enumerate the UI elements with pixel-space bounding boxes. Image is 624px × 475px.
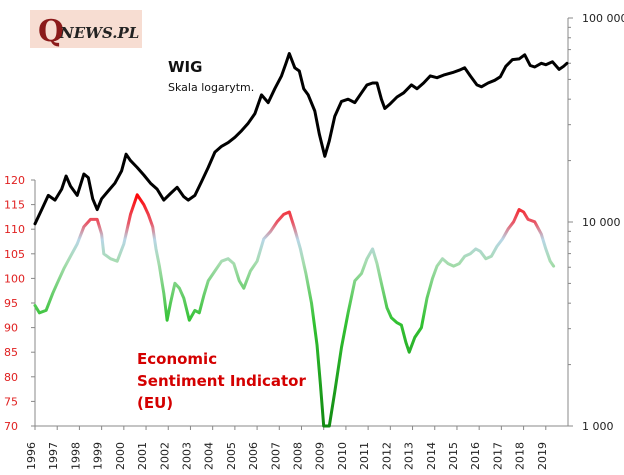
esi-label-line-1: Economic	[137, 350, 217, 368]
x-tick-label: 1996	[25, 442, 38, 470]
x-tick-label: 2005	[225, 442, 238, 470]
left-tick-label: 90	[4, 322, 18, 335]
x-tick-label: 2011	[358, 442, 371, 470]
x-tick-label: 2016	[469, 442, 482, 470]
left-tick-label: 105	[4, 248, 25, 261]
wig-title: WIG	[168, 58, 202, 76]
esi-label-line-3: (EU)	[137, 394, 173, 412]
left-tick-label: 120	[4, 174, 25, 187]
logo-q: Q	[38, 14, 64, 49]
right-axis: 100 000 10 000 1 000	[568, 12, 624, 433]
left-tick-label: 80	[4, 371, 18, 384]
left-tick-label: 95	[4, 297, 18, 310]
esi-label-line-2: Sentiment Indicator	[137, 372, 306, 390]
right-tick-label: 100 000	[582, 12, 624, 25]
x-tick-label: 2019	[536, 442, 549, 470]
x-tick-label: 2017	[491, 442, 504, 470]
x-tick-label: 2007	[269, 442, 282, 470]
x-tick-label: 2000	[114, 442, 127, 470]
wig-subtitle: Skala logarytm.	[168, 81, 254, 94]
left-axis: 120 115 110 105 100 95 90 85 80 75 70	[4, 174, 35, 433]
left-tick-label: 100	[4, 272, 25, 285]
left-tick-label: 75	[4, 395, 18, 408]
right-tick-label: 1 000	[582, 420, 614, 433]
left-tick-label: 85	[4, 346, 18, 359]
x-tick-label: 2015	[447, 442, 460, 470]
logo-box	[30, 10, 142, 48]
x-tick-label: 2001	[136, 442, 149, 470]
x-tick-label: 1998	[69, 442, 82, 470]
x-tick-label: 2003	[180, 442, 193, 470]
x-tick-label: 2002	[158, 442, 171, 470]
x-tick-label: 1997	[47, 442, 60, 470]
esi-series-line	[33, 193, 556, 428]
left-tick-label: 110	[4, 223, 25, 236]
left-tick-label: 115	[4, 199, 25, 212]
x-tick-label: 1999	[92, 442, 105, 470]
x-axis: 1996 1997 1998 1999 2000 2001 2002 2003 2004 2005…	[25, 426, 549, 470]
x-tick-label: 2010	[336, 442, 349, 470]
x-tick-label: 2008	[292, 442, 305, 470]
x-tick-label: 2006	[247, 442, 260, 470]
x-tick-label: 2009	[314, 442, 327, 470]
x-tick-label: 2013	[403, 442, 416, 470]
right-axis-minor-ticks	[568, 26, 571, 366]
x-tick-label: 2018	[514, 442, 527, 470]
left-tick-label: 70	[4, 420, 18, 433]
x-tick-label: 2014	[425, 442, 438, 470]
x-tick-label: 2012	[380, 442, 393, 470]
x-tick-label: 2004	[203, 442, 216, 470]
wig-series-line	[33, 52, 569, 226]
right-tick-label: 10 000	[582, 216, 621, 229]
logo-text: NEWS.PL	[59, 24, 139, 42]
